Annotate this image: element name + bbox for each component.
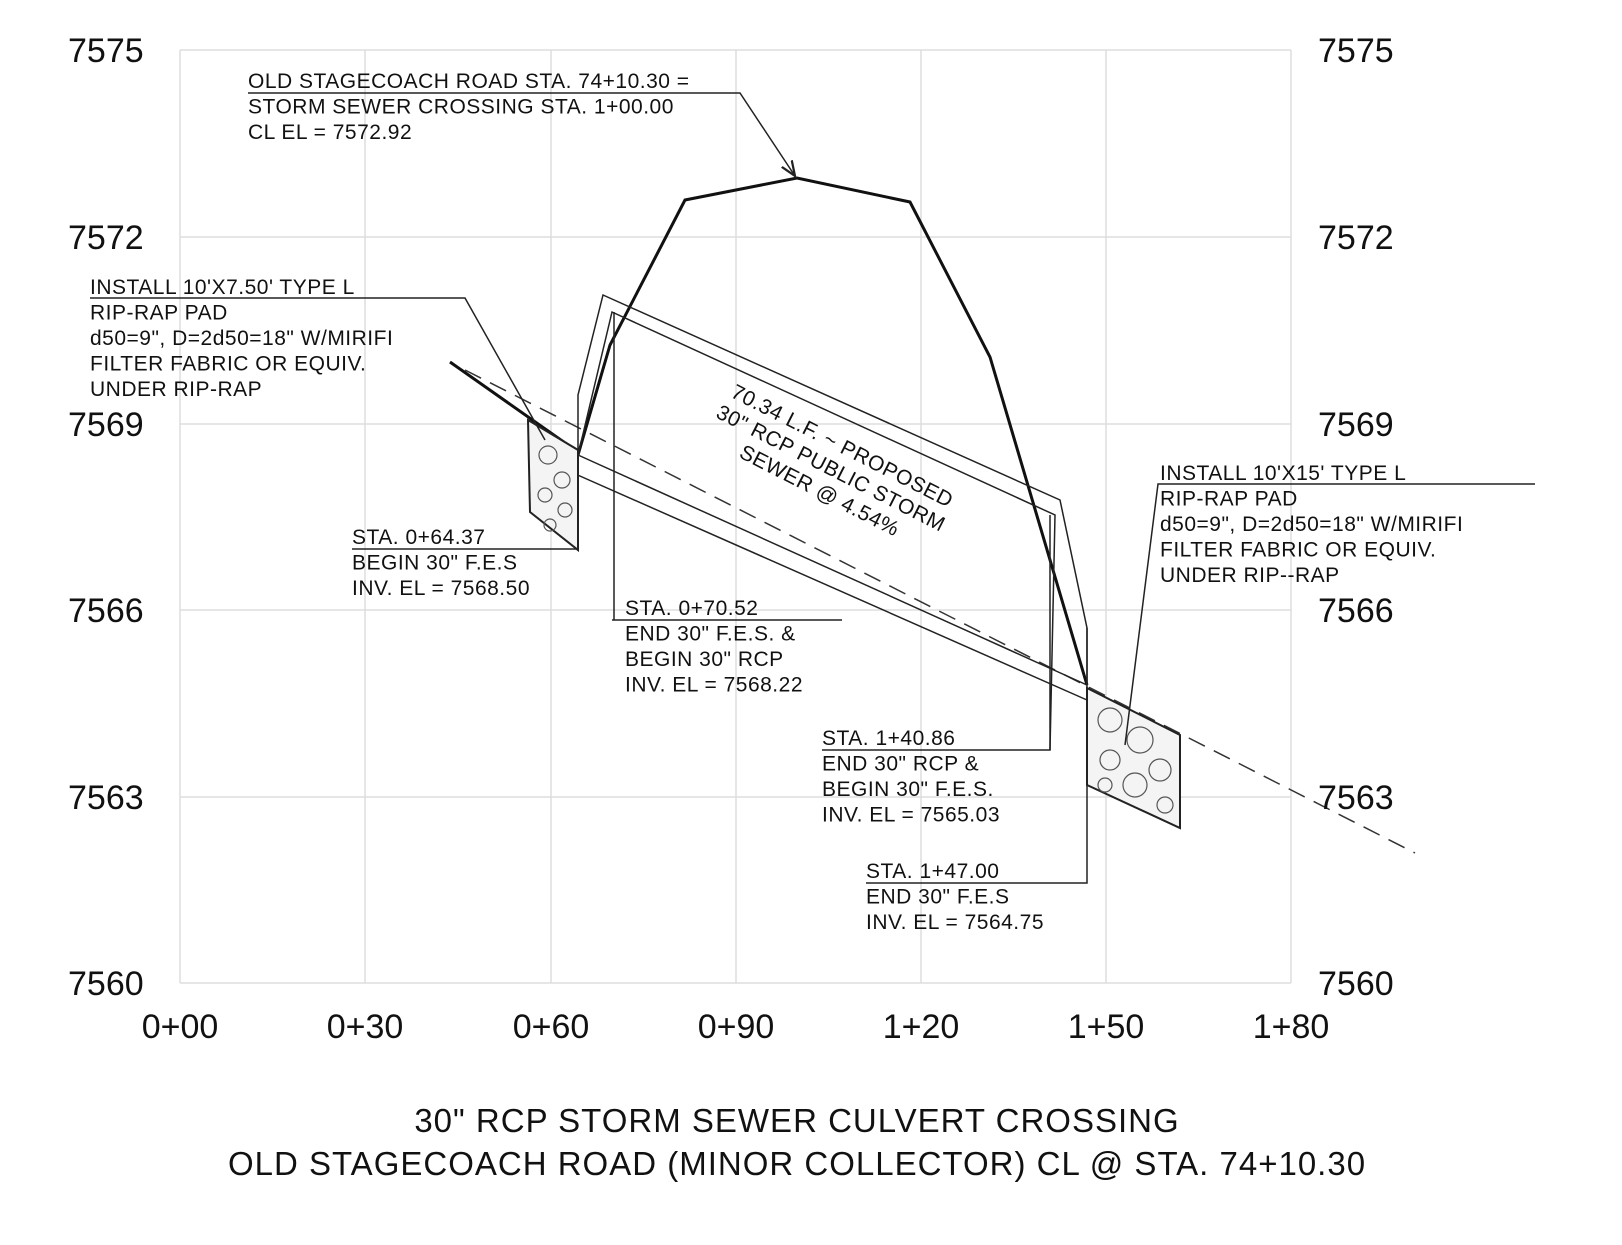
annotation-line: UNDER RIP--RAP [1160,564,1340,587]
annotation-line: BEGIN 30" F.E.S. [822,778,994,801]
left-label: 7575 [68,32,144,70]
annotation-line: STORM SEWER CROSSING STA. 1+00.00 [248,96,674,119]
annotation-line: FILTER FABRIC OR EQUIV. [1160,539,1436,562]
x-label: 0+30 [327,1008,404,1046]
annotation-line: INV. EL = 7568.50 [352,577,530,600]
road-profile [576,176,1089,686]
x-label: 0+00 [142,1008,219,1046]
rip-rap-stones [537,445,1174,814]
left-label: 7569 [68,406,144,444]
annotation-line: END 30" F.E.S [866,886,1010,909]
annotation-line: INV. EL = 7565.03 [822,804,1000,827]
annotation-line: STA. 1+40.86 [822,727,955,750]
x-label: 0+90 [698,1008,775,1046]
rip-rap-right [1086,686,1181,830]
x-label: 1+50 [1068,1008,1145,1046]
annotation-line: INSTALL 10'X15' TYPE L [1160,462,1406,485]
right-label: 7572 [1318,219,1394,257]
annotation-line: FILTER FABRIC OR EQUIV. [90,353,366,376]
left-label: 7563 [68,779,144,817]
labels: 7575 7575 7572 7572 7569 7569 7566 7566 7563 7563… [68,32,1463,1182]
annotation-line: d50=9", D=2d50=18" W/MIRIFI [90,327,393,350]
annotation-line: RIP-RAP PAD [90,302,228,325]
annotation-line: INV. EL = 7568.22 [625,674,803,697]
x-label: 0+60 [513,1008,590,1046]
right-label: 7560 [1318,965,1394,1003]
annotation-line: CL EL = 7572.92 [248,121,412,144]
annotation-line: STA. 0+64.37 [352,526,485,549]
right-label: 7563 [1318,779,1394,817]
grid [179,49,1292,984]
left-label: 7572 [68,219,144,257]
left-label: 7560 [68,965,144,1003]
annotation-line: UNDER RIP-RAP [90,378,262,401]
annotation-line: STA. 0+70.52 [625,597,758,620]
annotation-line: BEGIN 30" RCP [625,648,784,671]
annotation-line: d50=9", D=2d50=18" W/MIRIFI [1160,513,1463,536]
annotation-line: END 30" F.E.S. & [625,623,796,646]
leaders [90,92,1535,884]
left-label: 7566 [68,592,144,630]
annotation-line: END 30" RCP & [822,753,979,776]
annotation-line: BEGIN 30" F.E.S [352,552,518,575]
x-label: 1+20 [883,1008,960,1046]
annotation-line: INV. EL = 7564.75 [866,911,1044,934]
annotation-line: STA. 1+47.00 [866,860,999,883]
right-label: 7575 [1318,32,1394,70]
annotation-line: RIP-RAP PAD [1160,488,1298,511]
right-label: 7566 [1318,592,1394,630]
title-line: 30" RCP STORM SEWER CULVERT CROSSING [414,1102,1179,1139]
existing-ground [464,369,1416,854]
annotation-line: OLD STAGECOACH ROAD STA. 74+10.30 = [248,70,690,93]
title-line: OLD STAGECOACH ROAD (MINOR COLLECTOR) CL… [228,1145,1366,1182]
annotation-line: INSTALL 10'X7.50' TYPE L [90,276,355,299]
pipe-label-line: 30" RCP PUBLIC STORM [712,401,948,537]
right-label: 7569 [1318,406,1394,444]
x-label: 1+80 [1253,1008,1330,1046]
